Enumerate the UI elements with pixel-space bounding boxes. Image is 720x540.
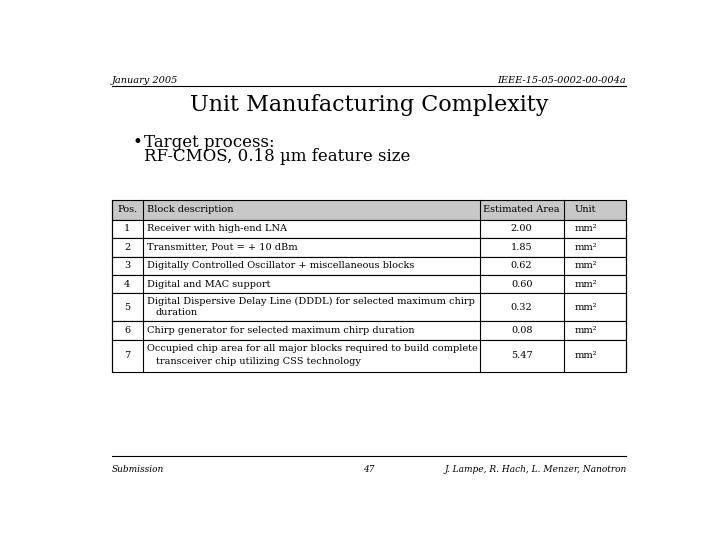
Bar <box>112 321 626 340</box>
Bar <box>112 200 626 220</box>
Text: RF-CMOS, 0.18 µm feature size: RF-CMOS, 0.18 µm feature size <box>144 148 410 165</box>
Text: 47: 47 <box>364 465 374 474</box>
Text: mm²: mm² <box>575 352 597 360</box>
Text: duration: duration <box>156 308 198 317</box>
Text: 3: 3 <box>124 261 130 270</box>
Text: mm²: mm² <box>575 326 597 335</box>
Text: J. Lampe, R. Hach, L. Menzer, Nanotron: J. Lampe, R. Hach, L. Menzer, Nanotron <box>444 465 626 474</box>
Bar <box>112 220 626 238</box>
Text: mm²: mm² <box>575 261 597 270</box>
Text: Unit Manufacturing Complexity: Unit Manufacturing Complexity <box>190 94 548 116</box>
Text: 1: 1 <box>124 224 130 233</box>
Bar <box>112 256 626 275</box>
Text: 5: 5 <box>124 303 130 312</box>
Text: 2.00: 2.00 <box>511 224 533 233</box>
Text: IEEE-15-05-0002-00-004a: IEEE-15-05-0002-00-004a <box>498 76 626 85</box>
Text: 6: 6 <box>124 326 130 335</box>
Bar <box>112 294 626 321</box>
Text: 0.62: 0.62 <box>511 261 533 270</box>
Text: January 2005: January 2005 <box>112 76 178 85</box>
Text: Digital and MAC support: Digital and MAC support <box>147 280 270 289</box>
Text: Estimated Area: Estimated Area <box>483 205 560 214</box>
Text: Pos.: Pos. <box>117 205 138 214</box>
Text: 0.60: 0.60 <box>511 280 532 289</box>
Text: 1.85: 1.85 <box>511 243 533 252</box>
Text: Digitally Controlled Oscillator + miscellaneous blocks: Digitally Controlled Oscillator + miscel… <box>147 261 414 270</box>
Text: transceiver chip utilizing CSS technology: transceiver chip utilizing CSS technolog… <box>156 357 361 366</box>
Text: Target process:: Target process: <box>144 134 275 151</box>
Text: mm²: mm² <box>575 224 597 233</box>
Text: 2: 2 <box>124 243 130 252</box>
Text: Occupied chip area for all major blocks required to build complete: Occupied chip area for all major blocks … <box>147 344 477 353</box>
Text: 0.08: 0.08 <box>511 326 532 335</box>
Bar <box>112 238 626 256</box>
Text: mm²: mm² <box>575 280 597 289</box>
Text: 4: 4 <box>124 280 130 289</box>
Text: 7: 7 <box>124 352 130 360</box>
Text: Block description: Block description <box>147 205 233 214</box>
Text: mm²: mm² <box>575 303 597 312</box>
Text: •: • <box>132 134 143 151</box>
Text: mm²: mm² <box>575 243 597 252</box>
Text: Receiver with high-end LNA: Receiver with high-end LNA <box>147 224 287 233</box>
Text: 5.47: 5.47 <box>510 352 533 360</box>
Bar <box>112 340 626 372</box>
Text: Digital Dispersive Delay Line (DDDL) for selected maximum chirp: Digital Dispersive Delay Line (DDDL) for… <box>147 296 474 306</box>
Text: 0.32: 0.32 <box>510 303 533 312</box>
Text: Chirp generator for selected maximum chirp duration: Chirp generator for selected maximum chi… <box>147 326 414 335</box>
Text: Transmitter, Pout = + 10 dBm: Transmitter, Pout = + 10 dBm <box>147 243 297 252</box>
Bar <box>112 275 626 293</box>
Text: Unit: Unit <box>575 205 596 214</box>
Text: Submission: Submission <box>112 465 164 474</box>
